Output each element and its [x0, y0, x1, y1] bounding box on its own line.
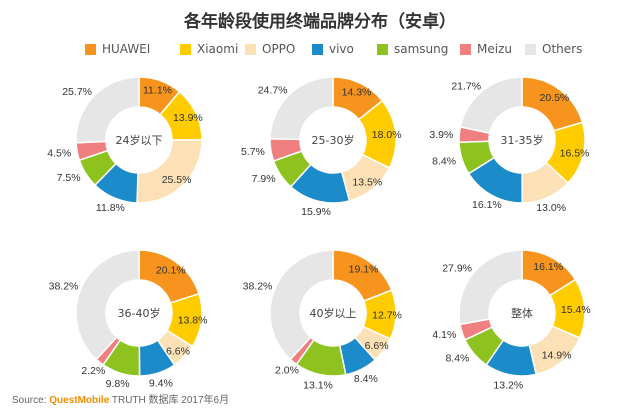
slice-others	[458, 249, 523, 326]
donut-hole	[107, 281, 171, 345]
legend-item-meizu: Meizu	[460, 40, 512, 58]
center-label: 36-40岁	[118, 306, 161, 320]
slice-label-xiaomi: 15.4%	[561, 304, 591, 316]
legend-swatch	[85, 43, 96, 55]
donut-hole	[107, 108, 171, 172]
slice-label-xiaomi: 12.7%	[372, 309, 402, 321]
slice-label-meizu: 5.7%	[241, 146, 265, 158]
slice-label-others: 38.2%	[243, 280, 273, 292]
slice-label-samsung: 7.5%	[57, 172, 81, 184]
slice-label-huawei: 19.1%	[349, 263, 379, 275]
slice-label-oppo: 6.6%	[166, 345, 190, 357]
slice-label-others: 38.2%	[49, 280, 79, 292]
slice-others	[269, 249, 334, 361]
donut-hole	[490, 281, 554, 345]
legend: HUAWEI Xiaomi OPPO vivo samsung Meizu Others	[0, 40, 640, 58]
slice-label-meizu: 4.1%	[432, 329, 456, 341]
legend-swatch	[460, 43, 471, 55]
chart-title: 各年龄段使用终端品牌分布（安卓）	[184, 12, 456, 32]
donut-chart: 16.1% 15.4% 14.9% 13.2% 8.4% 4.1% 27.9% 整体	[432, 249, 591, 392]
slice-label-vivo: 16.1%	[472, 199, 502, 211]
slice-label-others: 21.7%	[451, 81, 481, 93]
center-label: 31-35岁	[501, 133, 544, 147]
slice-label-others: 25.7%	[62, 86, 92, 98]
slice-label-oppo: 13.0%	[536, 202, 566, 214]
slice-label-oppo: 6.6%	[365, 340, 389, 352]
slice-label-xiaomi: 18.0%	[372, 129, 402, 141]
center-label: 24岁以下	[116, 133, 163, 147]
slice-label-vivo: 15.9%	[301, 206, 331, 218]
source-prefix: Source:	[12, 395, 50, 406]
slice-label-samsung: 8.4%	[445, 353, 469, 365]
legend-label: vivo	[329, 42, 354, 56]
slice-others	[459, 76, 523, 135]
legend-label: Meizu	[477, 42, 512, 56]
slice-others	[75, 249, 140, 361]
legend-swatch	[525, 43, 536, 55]
source-brand: QuestMobile	[49, 395, 110, 406]
legend-item-vivo: vivo	[312, 40, 354, 58]
center-label: 整体	[511, 306, 533, 320]
center-label: 40岁以上	[310, 306, 357, 320]
slice-label-vivo: 8.4%	[354, 373, 378, 385]
slice-label-vivo: 13.2%	[493, 380, 523, 392]
source-suffix: TRUTH 数据库 2017年6月	[109, 395, 230, 406]
slice-label-meizu: 2.0%	[275, 365, 299, 377]
slice-label-huawei: 11.1%	[143, 84, 172, 96]
source-note: Source: QuestMobile TRUTH 数据库 2017年6月	[12, 391, 229, 406]
legend-label: Others	[542, 42, 583, 56]
legend-item-others: Others	[525, 40, 582, 58]
donut-chart: 19.1% 12.7% 6.6% 8.4% 13.1% 2.0% 38.2% 40岁以上	[243, 249, 402, 391]
slice-label-huawei: 20.1%	[156, 264, 186, 276]
slice-others	[269, 76, 334, 141]
slice-others	[75, 76, 140, 144]
legend-item-oppo: OPPO	[245, 40, 295, 58]
slice-label-huawei: 20.5%	[540, 92, 570, 104]
donut-chart: 20.1% 13.8% 6.6% 9.4% 9.8%2.2% 38.2% 36-40岁	[49, 249, 208, 390]
legend-item-xiaomi: Xiaomi	[180, 40, 238, 58]
slice-label-samsung: 9.8%	[106, 378, 130, 390]
donut-hole	[301, 108, 365, 172]
donut-hole	[490, 108, 554, 172]
legend-swatch	[377, 43, 388, 55]
slice-label-huawei: 14.3%	[342, 86, 372, 98]
legend-label: OPPO	[262, 42, 296, 56]
legend-item-huawei: HUAWEI	[85, 40, 150, 58]
center-label: 25-30岁	[312, 133, 355, 147]
legend-swatch	[245, 43, 256, 55]
donut-chart: 11.1% 13.9% 25.5% 11.8% 7.5% 4.5% 25.7% 24岁以下	[47, 76, 203, 214]
slice-label-samsung: 8.4%	[432, 155, 456, 167]
legend-label: samsung	[394, 42, 449, 56]
slice-label-vivo: 11.8%	[96, 202, 125, 214]
slice-label-oppo: 25.5%	[162, 174, 192, 186]
donut-chart: 14.3% 18.0% 13.5% 15.9% 7.9% 5.7% 24.7% 25-30岁	[241, 76, 402, 218]
slice-label-xiaomi: 13.8%	[178, 315, 208, 327]
slice-label-oppo: 13.5%	[352, 177, 382, 189]
slice-label-xiaomi: 16.5%	[560, 148, 590, 160]
legend-swatch	[312, 43, 323, 55]
slice-label-others: 24.7%	[258, 85, 288, 97]
slice-label-xiaomi: 13.9%	[173, 112, 203, 124]
legend-label: HUAWEI	[102, 42, 151, 56]
legend-label: Xiaomi	[197, 42, 239, 56]
legend-swatch	[180, 43, 191, 55]
donut-hole	[301, 281, 365, 345]
legend-item-samsung: samsung	[377, 40, 448, 58]
slice-label-samsung: 13.1%	[303, 379, 333, 391]
slice-label-vivo: 9.4%	[149, 378, 173, 390]
slice-label-meizu: 4.5%	[47, 148, 71, 160]
slice-label-huawei: 16.1%	[533, 261, 563, 273]
donut-chart: 20.5% 16.5% 13.0% 16.1% 8.4% 3.9% 21.7% 31-35岁	[429, 76, 590, 214]
slice-label-meizu: 3.9%	[429, 129, 453, 141]
slice-label-others: 27.9%	[442, 262, 472, 274]
slice-label-meizu: 2.2%	[81, 365, 105, 377]
slice-label-oppo: 14.9%	[542, 350, 572, 362]
slice-label-samsung: 7.9%	[252, 173, 276, 185]
